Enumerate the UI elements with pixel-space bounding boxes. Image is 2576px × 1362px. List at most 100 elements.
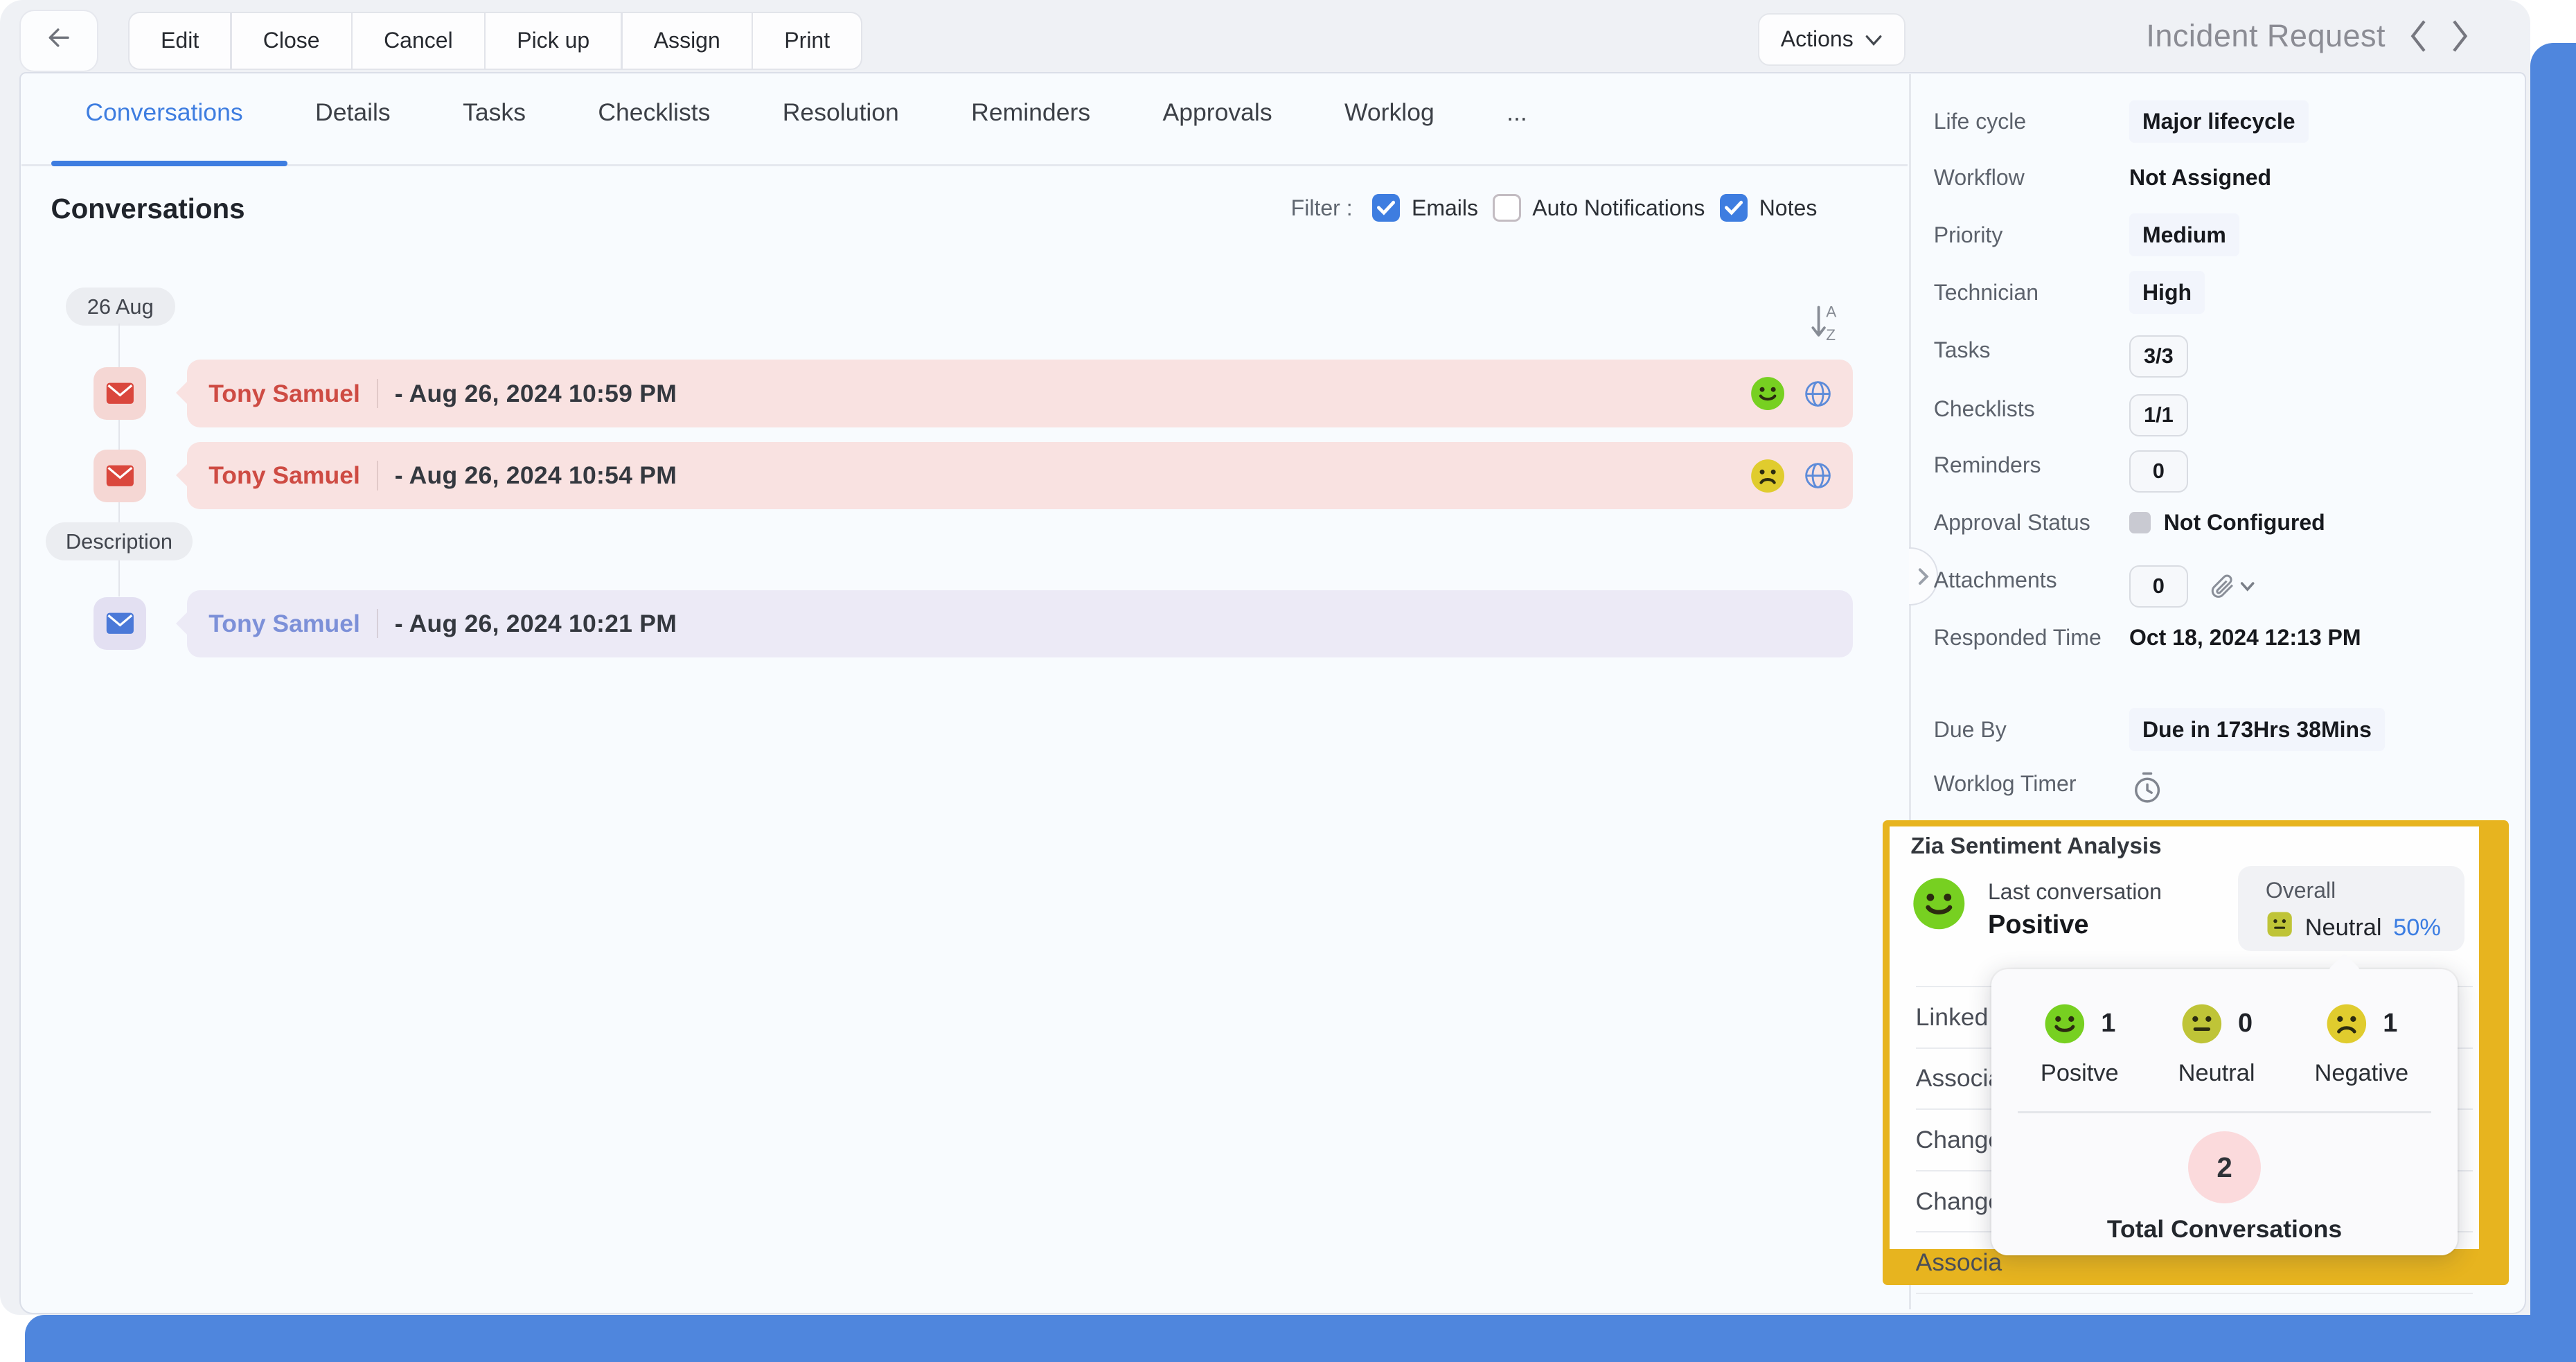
- tabs-baseline: [21, 164, 1908, 166]
- filter-option-label: Auto Notifications: [1532, 195, 1705, 220]
- filter-option-label: Notes: [1759, 195, 1818, 220]
- checkbox-emails[interactable]: [1372, 193, 1401, 222]
- checkbox-auto-notifications[interactable]: [1493, 193, 1521, 222]
- property-row-technician: Technician High: [1934, 271, 2512, 315]
- property-label: Tasks: [1933, 337, 1991, 362]
- globe-icon: [1802, 378, 1833, 409]
- conversation-row[interactable]: Tony Samuel - Aug 26, 2024 10:21 PM: [94, 590, 1854, 657]
- conversation-timestamp: - Aug 26, 2024 10:59 PM: [394, 379, 677, 407]
- overall-sentiment-box[interactable]: Overall Neutral 50%: [2237, 865, 2464, 952]
- filter-bar: Filter : Emails Auto Notifications Notes: [1291, 193, 1818, 222]
- tab-conversations[interactable]: Conversations: [85, 98, 243, 127]
- attachments-count-chip[interactable]: 0: [2129, 565, 2188, 608]
- toolbar-button-cancel[interactable]: Cancel: [353, 12, 484, 69]
- breakdown-label: Positve: [2040, 1059, 2119, 1086]
- tab-resolution[interactable]: Resolution: [782, 98, 899, 127]
- property-row-worklog-timer: Worklog Timer: [1934, 764, 2512, 807]
- property-label: Attachments: [1933, 567, 2057, 592]
- toolbar-button-assign[interactable]: Assign: [622, 12, 752, 69]
- property-label: Life cycle: [1933, 109, 2027, 134]
- toolbar-button-close[interactable]: Close: [231, 12, 351, 69]
- property-value-attachments: 0: [2129, 560, 2255, 608]
- property-label: Workflow: [1933, 164, 2025, 190]
- property-row-life-cycle: Life cycle Major lifecycle: [1933, 100, 2512, 143]
- globe-icon: [1802, 460, 1833, 491]
- status-swatch: [2129, 511, 2151, 533]
- property-row-workflow: Workflow Not Assigned: [1934, 158, 2512, 193]
- next-record-icon[interactable]: [2450, 18, 2471, 54]
- negative-sentiment-icon: [1750, 458, 1786, 494]
- status-text: Not Configured: [2163, 509, 2325, 535]
- worklog-timer-icon[interactable]: [2129, 769, 2165, 807]
- previous-record-icon[interactable]: [2407, 18, 2428, 54]
- neutral-smiley-icon: [2180, 1002, 2223, 1045]
- conversation-row[interactable]: Tony Samuel - Aug 26, 2024 10:54 PM: [94, 442, 1854, 510]
- sentiment-breakdown-popup: 1 Positve 0 Neutral 1 Negative 2 Total Conver…: [1991, 953, 2458, 1256]
- count-chip[interactable]: 3/3: [2129, 335, 2188, 378]
- actions-dropdown-button[interactable]: Actions: [1757, 12, 1906, 66]
- tab-details[interactable]: Details: [315, 98, 391, 127]
- toolbar-button-print[interactable]: Print: [753, 12, 862, 69]
- overall-sentiment-value: Neutral: [2304, 914, 2382, 941]
- conversation-bar[interactable]: Tony Samuel - Aug 26, 2024 10:21 PM: [175, 590, 1854, 657]
- property-label: Due By: [1933, 716, 2007, 742]
- description-group-chip: Description: [46, 522, 193, 561]
- chevron-down-icon: [1865, 26, 1883, 52]
- property-row-attachments: Attachments 0: [1934, 560, 2512, 608]
- checkbox-notes[interactable]: [1719, 193, 1748, 222]
- conversation-bar[interactable]: Tony Samuel - Aug 26, 2024 10:54 PM: [175, 442, 1854, 510]
- tab-worklog[interactable]: Worklog: [1344, 98, 1434, 127]
- property-row-checklists: Checklists 1/1: [1934, 389, 2512, 437]
- property-label: Reminders: [1933, 452, 2041, 477]
- sidebar-item-associa[interactable]: Associa: [1915, 1232, 2473, 1294]
- property-value-priority[interactable]: Medium: [2129, 213, 2239, 257]
- filter-option-emails[interactable]: Emails: [1372, 193, 1478, 222]
- toolbar-button-pick-up[interactable]: Pick up: [486, 12, 621, 69]
- back-button[interactable]: [19, 10, 98, 72]
- positive-sentiment-icon: [1750, 375, 1786, 412]
- tab-reminders[interactable]: Reminders: [971, 98, 1091, 127]
- svg-text:Z: Z: [1826, 326, 1836, 344]
- tab-approvals[interactable]: Approvals: [1162, 98, 1272, 127]
- property-label: Approval Status: [1933, 509, 2090, 535]
- tab-more[interactable]: ...: [1507, 98, 1527, 127]
- property-value-due-by[interactable]: Due in 173Hrs 38Mins: [2129, 708, 2385, 751]
- svg-text:A: A: [1826, 303, 1836, 321]
- property-row-priority: Priority Medium: [1934, 213, 2512, 257]
- last-conversation-label: Last conversation: [1987, 878, 2162, 904]
- filter-option-auto-notifications[interactable]: Auto Notifications: [1493, 193, 1705, 222]
- desktop-background-right: [2530, 42, 2576, 1362]
- conversation-timestamp: - Aug 26, 2024 10:54 PM: [394, 461, 677, 490]
- sender-separator: [376, 461, 378, 490]
- sender-separator: [376, 378, 378, 409]
- add-attachment-control[interactable]: [2208, 572, 2255, 600]
- tab-checklists[interactable]: Checklists: [598, 98, 711, 127]
- mail-icon: [94, 367, 147, 420]
- conversation-row[interactable]: Tony Samuel - Aug 26, 2024 10:59 PM: [94, 360, 1854, 427]
- property-value-responded-time: Oct 18, 2024 12:13 PM: [2129, 624, 2361, 650]
- neutral-emoji-icon: [2266, 910, 2293, 945]
- tab-tasks[interactable]: Tasks: [463, 98, 526, 127]
- count-chip[interactable]: 1/1: [2129, 394, 2188, 437]
- property-row-reminders: Reminders 0: [1934, 445, 2512, 493]
- property-value-reminders: 0: [2129, 445, 2188, 493]
- positive-smiley-icon: [1911, 876, 1967, 939]
- tab-bar: Conversations Details Tasks Checklists Resol…: [85, 98, 1527, 127]
- sender-name[interactable]: Tony Samuel: [208, 461, 360, 490]
- section-title: Conversations: [51, 192, 245, 224]
- property-value-checklists: 1/1: [2129, 389, 2188, 437]
- sender-name[interactable]: Tony Samuel: [208, 609, 360, 637]
- property-label: Worklog Timer: [1933, 771, 2077, 797]
- filter-option-notes[interactable]: Notes: [1719, 193, 1818, 222]
- paperclip-icon: [2208, 572, 2235, 600]
- conversation-bar[interactable]: Tony Samuel - Aug 26, 2024 10:59 PM: [175, 360, 1854, 427]
- sender-name[interactable]: Tony Samuel: [208, 379, 360, 407]
- property-value-technician[interactable]: High: [2129, 271, 2205, 315]
- property-value-life-cycle[interactable]: Major lifecycle: [2129, 100, 2309, 143]
- toolbar-button-edit[interactable]: Edit: [130, 12, 231, 69]
- breakdown-count: 1: [2383, 1009, 2398, 1038]
- count-chip[interactable]: 0: [2129, 450, 2188, 493]
- property-value-tasks: 3/3: [2129, 330, 2188, 378]
- breakdown-positive: 1 Positve: [2041, 1002, 2119, 1087]
